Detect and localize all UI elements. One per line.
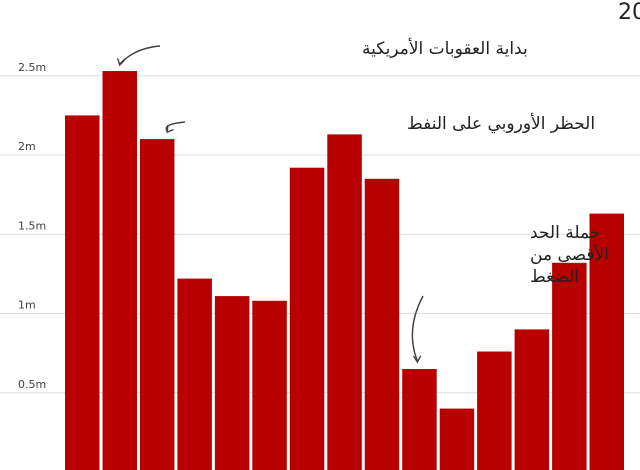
y-tick-label: 1m: [18, 299, 36, 312]
bar: [177, 278, 212, 470]
bar: [402, 369, 437, 470]
annotation-line: بداية العقوبات الأمريكية: [362, 38, 528, 59]
bar: [514, 329, 550, 470]
annotation-arrow: [411, 295, 424, 362]
annotation-label: بداية العقوبات الأمريكية: [362, 38, 528, 59]
annotation-arrow: [119, 45, 161, 65]
y-axis-ticks: 0.5m 1m 1.5m 2m 2.5m: [18, 61, 46, 391]
annotation-arrowhead: [116, 58, 126, 67]
bar: [477, 351, 512, 470]
chart-subtitle: من ديسمبر 2010 إلى 2024: [618, 0, 640, 25]
bar: [552, 262, 587, 470]
annotation-line: الحظر الأوروبي على النفط: [407, 113, 595, 134]
bar: [252, 300, 287, 470]
bar: [589, 213, 624, 470]
bar: [364, 178, 400, 470]
annotation-line: الأقصى من: [530, 244, 609, 265]
bars: [65, 71, 624, 470]
bar: [289, 167, 325, 470]
y-tick-label: 2.5m: [18, 61, 46, 74]
bar: [439, 408, 475, 470]
annotation-label: حملة الحد الأقصى من الضغط: [530, 223, 609, 287]
annotation-arrow: [165, 121, 186, 132]
annotations: بداية العقوبات الأمريكية الحظر الأوروبي ع…: [116, 38, 609, 364]
bar: [65, 115, 100, 470]
bar: [327, 134, 362, 470]
annotation-line: حملة الحد: [530, 223, 600, 243]
y-tick-label: 2m: [18, 140, 36, 153]
annotation-label: الحظر الأوروبي على النفط: [407, 113, 595, 134]
bar: [139, 139, 175, 470]
annotation-line: الضغط: [530, 267, 579, 287]
bar: [102, 71, 137, 470]
annotation-arrowhead: [166, 125, 174, 134]
y-tick-label: 1.5m: [18, 219, 46, 232]
bar: [214, 296, 250, 470]
y-tick-label: 0.5m: [18, 378, 46, 391]
annotation-arrowhead: [412, 355, 422, 364]
